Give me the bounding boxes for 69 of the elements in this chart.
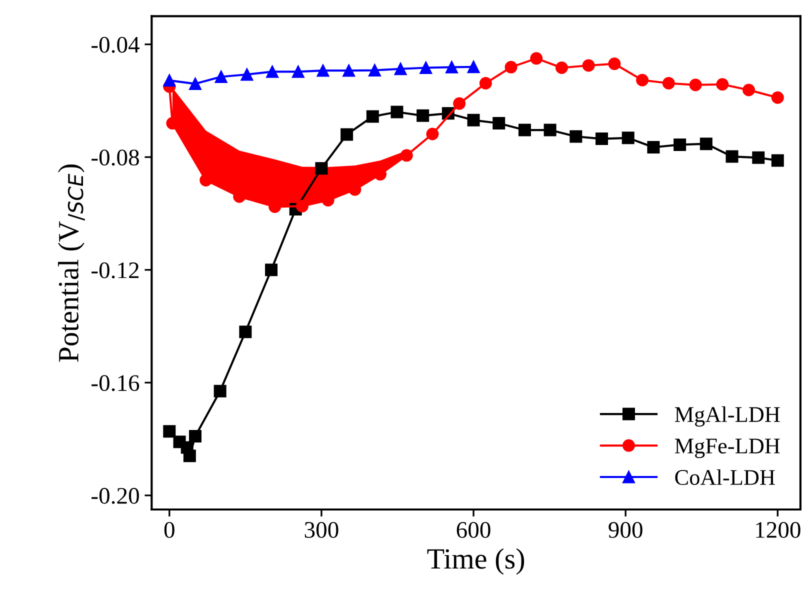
legend-label: MgAl-LDH bbox=[674, 406, 780, 427]
point bbox=[163, 425, 176, 438]
point bbox=[296, 200, 308, 212]
point bbox=[467, 114, 480, 126]
legend-label: MgFe-LDH bbox=[674, 438, 780, 458]
point bbox=[163, 74, 176, 87]
point bbox=[265, 264, 278, 276]
point bbox=[622, 132, 634, 144]
y-tick-label: -0.16 bbox=[92, 375, 140, 392]
point bbox=[518, 124, 531, 136]
y-tick-label: -0.12 bbox=[92, 262, 139, 278]
point bbox=[183, 450, 196, 462]
point bbox=[662, 76, 675, 90]
point bbox=[467, 60, 480, 74]
point bbox=[214, 70, 228, 84]
x-tick-label: 900 bbox=[608, 522, 642, 538]
point bbox=[366, 110, 379, 123]
point bbox=[189, 430, 202, 442]
x-tick-label: 600 bbox=[456, 522, 490, 538]
point bbox=[570, 130, 582, 143]
point bbox=[340, 128, 354, 141]
point bbox=[689, 78, 702, 92]
point bbox=[426, 128, 439, 140]
legend-label: CoAl-LDH bbox=[675, 469, 775, 485]
point bbox=[636, 74, 649, 86]
point bbox=[726, 150, 738, 163]
point bbox=[771, 154, 784, 167]
point bbox=[214, 384, 226, 398]
point bbox=[400, 149, 413, 162]
point bbox=[608, 58, 621, 70]
point bbox=[316, 64, 330, 77]
point bbox=[416, 109, 430, 122]
point bbox=[530, 52, 543, 65]
point bbox=[342, 64, 356, 77]
point bbox=[700, 138, 712, 150]
point bbox=[479, 76, 492, 90]
point bbox=[420, 61, 432, 74]
y-tick-label: -0.20 bbox=[92, 488, 139, 504]
point bbox=[504, 60, 518, 74]
point bbox=[582, 59, 595, 72]
point bbox=[544, 124, 556, 136]
point bbox=[200, 174, 212, 186]
point bbox=[555, 61, 568, 74]
point bbox=[292, 65, 304, 78]
point bbox=[390, 106, 404, 118]
point bbox=[445, 60, 458, 74]
y-tick-label: -0.08 bbox=[92, 150, 139, 166]
point bbox=[453, 97, 466, 110]
x-tick-label: 0 bbox=[164, 522, 174, 538]
y-tick-label: -0.04 bbox=[92, 36, 140, 53]
point bbox=[752, 151, 765, 164]
point bbox=[674, 138, 686, 151]
point bbox=[315, 162, 328, 175]
x-axis-title: Time (s) bbox=[427, 548, 524, 575]
y-axis-title: Potential (V$_{/SCE}$) bbox=[58, 164, 85, 362]
point bbox=[492, 117, 506, 130]
x-tick-label: 300 bbox=[304, 522, 338, 538]
point bbox=[368, 64, 381, 77]
point bbox=[394, 62, 407, 76]
point bbox=[266, 65, 279, 78]
point bbox=[742, 84, 756, 96]
point bbox=[647, 140, 660, 154]
point bbox=[239, 326, 252, 338]
point bbox=[240, 68, 254, 81]
point bbox=[596, 132, 608, 146]
point bbox=[189, 78, 202, 90]
x-tick-label: 1200 bbox=[756, 522, 800, 538]
point bbox=[771, 91, 784, 104]
point bbox=[716, 78, 729, 91]
